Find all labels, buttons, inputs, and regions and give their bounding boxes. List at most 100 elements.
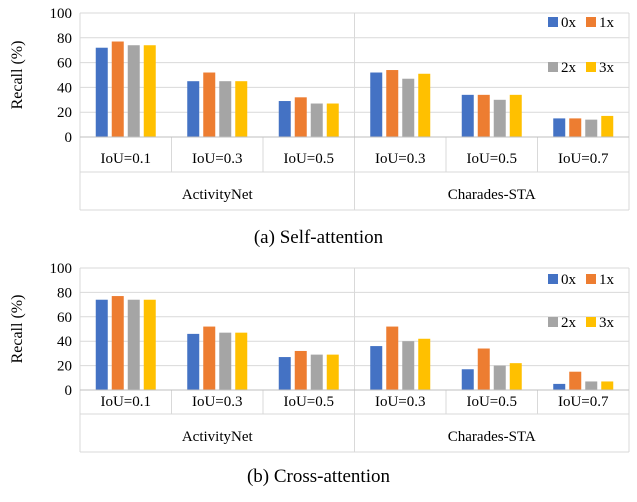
- legend-label: 1x: [599, 15, 615, 31]
- legend-swatch: [586, 62, 596, 72]
- y-tick-label: 80: [57, 285, 72, 301]
- bar: [402, 341, 415, 390]
- bar: [493, 99, 506, 137]
- self-attention-chart-panel: 0 20 40 60 80 100 Recall (%) IoU=0.1 IoU=0.3 IoU=…: [9, 6, 630, 248]
- y-tick-label: 100: [50, 6, 73, 22]
- bar: [219, 81, 232, 137]
- legend-swatch: [586, 274, 596, 284]
- bar: [278, 101, 291, 137]
- y-tick-label: 0: [65, 130, 73, 146]
- y-tick-label: 40: [57, 80, 72, 96]
- bar: [493, 365, 506, 390]
- bar: [294, 97, 307, 137]
- bar: [95, 47, 108, 137]
- cross-attention-chart-panel: 0 20 40 60 80 100 Recall (%) IoU=0.1 IoU=0.3 IoU=…: [0, 256, 637, 502]
- bar: [278, 357, 291, 390]
- y-tick-label: 20: [57, 105, 72, 121]
- bar: [203, 326, 216, 390]
- y-tick-label: 80: [57, 31, 72, 47]
- y-axis-label: Recall (%): [9, 295, 26, 364]
- y-axis-label: Recall (%): [9, 41, 26, 110]
- y-tick-label: 100: [50, 261, 73, 277]
- bar: [235, 332, 248, 390]
- bar: [187, 333, 200, 390]
- bar: [294, 350, 307, 390]
- bar: [509, 94, 522, 137]
- bar: [601, 381, 614, 390]
- x-tick-label: IoU=0.3: [192, 151, 243, 167]
- y-tick-label: 60: [57, 310, 72, 326]
- bar: [418, 73, 431, 137]
- bar: [553, 118, 566, 137]
- legend-swatch: [586, 17, 596, 27]
- bar: [203, 72, 216, 137]
- x-tick-label: IoU=0.1: [100, 151, 151, 167]
- bar: [219, 332, 232, 390]
- legend-label: 2x: [561, 60, 577, 76]
- group-label: Charades-STA: [448, 187, 536, 203]
- legend-label: 0x: [561, 272, 577, 288]
- legend-swatch: [548, 17, 558, 27]
- legend-label: 0x: [561, 15, 577, 31]
- bar: [402, 78, 415, 137]
- bar: [187, 81, 200, 137]
- bar: [326, 354, 339, 390]
- bar: [585, 381, 598, 390]
- bar: [326, 103, 339, 137]
- legend-label: 1x: [599, 272, 615, 288]
- x-tick-label: IoU=0.3: [192, 394, 243, 410]
- bar: [235, 81, 248, 137]
- legend-swatch: [548, 62, 558, 72]
- x-tick-label: IoU=0.5: [283, 394, 334, 410]
- bar: [95, 299, 108, 390]
- group-label: ActivityNet: [182, 429, 254, 445]
- bar: [569, 371, 582, 390]
- y-tick-label: 20: [57, 359, 72, 375]
- x-tick-label: IoU=0.3: [375, 394, 426, 410]
- self-attention-chart: 0 20 40 60 80 100 Recall (%) IoU=0.1 IoU=0.3 IoU=…: [9, 6, 630, 211]
- bar: [461, 94, 474, 137]
- cross-attention-caption: (b) Cross-attention: [246, 466, 390, 487]
- legend-label: 2x: [561, 315, 577, 331]
- bar: [601, 115, 614, 137]
- x-tick-label: IoU=0.5: [283, 151, 334, 167]
- legend-swatch: [548, 274, 558, 284]
- bar: [553, 383, 566, 390]
- self-attention-caption: (a) Self-attention: [253, 227, 384, 248]
- bar: [310, 103, 323, 137]
- bar: [418, 338, 431, 390]
- bar: [310, 354, 323, 390]
- bar: [585, 119, 598, 137]
- y-tick-label: 40: [57, 334, 72, 350]
- cross-attention-chart: 0 20 40 60 80 100 Recall (%) IoU=0.1 IoU=0.3 IoU=…: [9, 261, 630, 453]
- bar: [111, 296, 124, 390]
- x-tick-label: IoU=0.7: [558, 394, 609, 410]
- bar: [143, 45, 156, 137]
- bar: [509, 363, 522, 390]
- bar: [461, 369, 474, 390]
- group-label: Charades-STA: [448, 429, 536, 445]
- legend-label: 3x: [599, 315, 615, 331]
- legend-label: 3x: [599, 60, 615, 76]
- x-tick-label: IoU=0.5: [466, 394, 517, 410]
- y-tick-label: 0: [65, 383, 73, 399]
- x-tick-label: IoU=0.5: [466, 151, 517, 167]
- legend-swatch: [586, 317, 596, 327]
- group-label: ActivityNet: [182, 187, 254, 203]
- x-tick-label: IoU=0.3: [375, 151, 426, 167]
- bar: [127, 299, 140, 390]
- bar: [111, 41, 124, 137]
- bar: [370, 72, 383, 137]
- bar: [143, 299, 156, 390]
- bar: [477, 348, 490, 390]
- x-tick-label: IoU=0.7: [558, 151, 609, 167]
- bar: [386, 70, 399, 137]
- bar: [386, 326, 399, 390]
- bar: [569, 118, 582, 137]
- y-tick-label: 60: [57, 56, 72, 72]
- x-tick-label: IoU=0.1: [100, 394, 151, 410]
- legend-swatch: [548, 317, 558, 327]
- bar: [370, 346, 383, 390]
- bar: [127, 45, 140, 137]
- bar: [477, 94, 490, 137]
